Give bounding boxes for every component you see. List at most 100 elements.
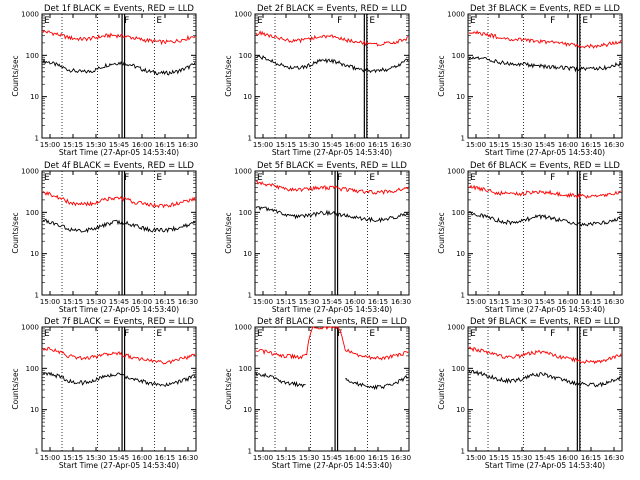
x-tick-label: 16:30 [178,298,198,306]
x-tick-label: 16:30 [604,454,624,462]
marker-label: E [44,329,50,339]
panel-frame [41,170,197,296]
y-tick-label: 100 [452,52,465,60]
y-tick-label: 1 [35,135,39,143]
x-tick-label: 16:00 [558,454,578,462]
x-tick-label: 15:30 [86,298,106,306]
marker-label: F [337,329,342,339]
y-tick-label: 1000 [21,324,39,332]
x-tick-label: 15:30 [299,454,319,462]
y-tick-label: 1000 [21,11,39,19]
series-lld [255,180,409,196]
x-axis-label: Start Time (27-Apr-05 14:53:40) [272,461,392,470]
marker-label: E [582,329,588,339]
x-tick-label: 15:00 [253,454,273,462]
marker-label: F [124,329,129,339]
x-tick-label: 16:15 [581,298,601,306]
marker-label: E [369,16,375,26]
x-axis-label: Start Time (27-Apr-05 14:53:40) [59,305,179,314]
marker-label: E [470,173,476,183]
marker-label: F [337,173,342,183]
y-tick-label: 10 [456,250,465,258]
panel-title: Det 5f BLACK = Events, RED = LLD [257,161,407,171]
y-tick-label: 1000 [234,168,252,176]
x-tick-label: 16:00 [345,298,365,306]
x-tick-label: 16:00 [558,298,578,306]
series-events [42,58,196,76]
marker-label: F [550,173,555,183]
y-tick-label: 100 [452,365,465,373]
marker-label: F [124,16,129,26]
x-tick-label: 15:45 [535,454,555,462]
marker-label: F [550,16,555,26]
series-lld [468,346,622,365]
panel-title: Det 4f BLACK = Events, RED = LLD [44,161,194,171]
y-tick-label: 1 [35,448,39,456]
panel-frame [254,13,410,139]
y-tick-label: 100 [452,209,465,217]
x-tick-label: 15:30 [512,298,532,306]
panel-5: Det 5f BLACK = Events, RED = LLD 1 10 100 10… [224,161,411,314]
panel-frame [254,326,410,452]
marker-label: F [124,173,129,183]
marker-label: E [257,173,263,183]
x-tick-label: 15:45 [109,454,129,462]
x-tick-label: 15:00 [40,454,60,462]
x-tick-label: 15:45 [322,298,342,306]
series-events [255,372,409,391]
x-axis-label: Start Time (27-Apr-05 14:53:40) [272,305,392,314]
y-tick-label: 100 [26,52,39,60]
x-tick-label: 15:45 [109,298,129,306]
panel-title: Det 9f BLACK = Events, RED = LLD [470,317,620,327]
y-axis-label: Counts/sec [224,368,233,409]
series-events [468,210,622,227]
x-tick-label: 15:30 [86,454,106,462]
x-tick-label: 15:30 [512,454,532,462]
y-tick-label: 10 [243,250,252,258]
x-tick-label: 16:15 [581,454,601,462]
series-lld [42,190,196,209]
x-tick-label: 15:15 [63,298,83,306]
x-tick-label: 16:30 [178,141,198,149]
y-tick-label: 1000 [447,168,465,176]
panel-3: Det 3f BLACK = Events, RED = LLD 1 10 100 10… [437,4,624,157]
panel-2: Det 2f BLACK = Events, RED = LLD 1 10 100 10… [224,4,411,157]
marker-label: E [582,173,588,183]
marker-label: E [369,329,375,339]
y-axis-label: Counts/sec [437,212,446,253]
y-tick-label: 10 [243,93,252,101]
panel-9: Det 9f BLACK = Events, RED = LLD 1 10 100 10… [437,317,624,470]
y-tick-label: 1 [461,448,465,456]
x-tick-label: 15:45 [322,141,342,149]
marker-label: E [44,16,50,26]
y-tick-label: 1 [248,292,252,300]
x-tick-label: 15:45 [535,298,555,306]
x-tick-label: 16:30 [604,298,624,306]
marker-label: E [156,16,162,26]
x-tick-label: 15:00 [40,141,60,149]
y-tick-label: 1000 [447,11,465,19]
series-lld [255,326,409,361]
x-tick-label: 15:00 [466,141,486,149]
x-tick-label: 16:00 [132,298,152,306]
marker-label: F [550,329,555,339]
panel-frame [467,170,623,296]
y-tick-label: 100 [239,365,252,373]
x-tick-label: 15:30 [86,141,106,149]
y-tick-label: 10 [30,93,39,101]
x-axis-label: Start Time (27-Apr-05 14:53:40) [485,461,605,470]
x-tick-label: 16:00 [132,454,152,462]
x-tick-label: 15:00 [253,141,273,149]
x-axis-label: Start Time (27-Apr-05 14:53:40) [59,148,179,157]
marker-label: E [470,16,476,26]
series-events [255,54,409,74]
marker-label: E [257,329,263,339]
x-tick-label: 15:00 [253,298,273,306]
x-tick-label: 15:30 [299,298,319,306]
marker-label: E [156,173,162,183]
y-axis-label: Counts/sec [11,368,20,409]
series-lld [468,184,622,199]
y-axis-label: Counts/sec [437,368,446,409]
marker-label: E [470,329,476,339]
